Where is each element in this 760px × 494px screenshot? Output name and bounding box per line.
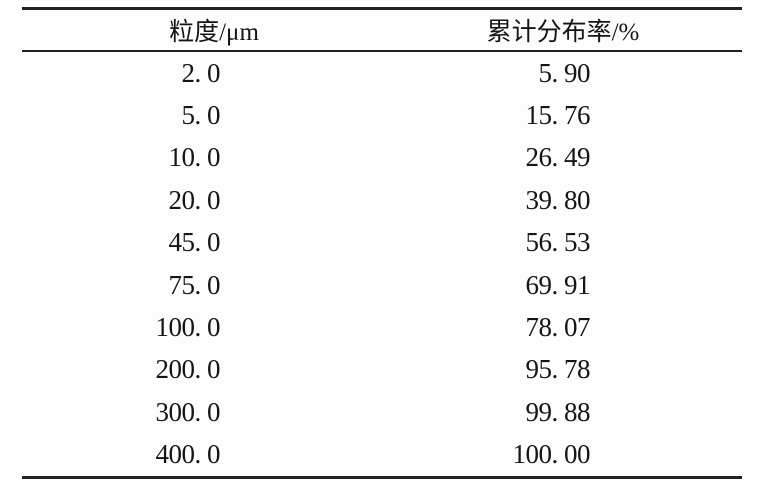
header-cell-particle-size: 粒度/μm — [22, 12, 322, 48]
particle-size-value: 400. 0 — [155, 439, 221, 470]
cell-particle-size: 400. 0 — [22, 439, 322, 470]
cumulative-distribution-value: 15. 76 — [525, 100, 591, 131]
cell-cumulative-distribution: 5. 90 — [322, 58, 742, 89]
cell-particle-size: 75. 0 — [22, 270, 322, 301]
cell-cumulative-distribution: 26. 49 — [322, 142, 742, 173]
particle-size-distribution-table: 粒度/μm 累计分布率/% 2. 0 5. 90 5. 0 15. 76 10.… — [22, 7, 742, 479]
table-row: 200. 0 95. 78 — [22, 349, 742, 391]
cell-particle-size: 2. 0 — [22, 58, 322, 89]
particle-size-value: 10. 0 — [168, 142, 221, 173]
table-rule-header-separator — [22, 50, 742, 52]
cell-cumulative-distribution: 69. 91 — [322, 270, 742, 301]
cumulative-distribution-value: 99. 88 — [525, 396, 591, 427]
particle-size-value: 75. 0 — [168, 269, 221, 300]
column-header-cumulative-distribution: 累计分布率/% — [486, 19, 640, 46]
cumulative-distribution-value: 78. 07 — [525, 312, 591, 343]
table-rule-bottom — [22, 475, 742, 479]
cell-cumulative-distribution: 56. 53 — [322, 227, 742, 258]
cell-particle-size: 5. 0 — [22, 100, 322, 131]
particle-size-value: 200. 0 — [155, 354, 221, 385]
cell-particle-size: 300. 0 — [22, 397, 322, 428]
cumulative-distribution-value: 26. 49 — [525, 142, 591, 173]
table-row: 300. 0 99. 88 — [22, 391, 742, 433]
cell-particle-size: 45. 0 — [22, 227, 322, 258]
cumulative-distribution-value: 95. 78 — [525, 354, 591, 385]
header-cell-cumulative-distribution: 累计分布率/% — [322, 12, 742, 48]
cell-cumulative-distribution: 99. 88 — [322, 397, 742, 428]
cumulative-distribution-value: 56. 53 — [525, 227, 591, 258]
table-rule-top — [22, 7, 742, 10]
cell-cumulative-distribution: 78. 07 — [322, 312, 742, 343]
cell-cumulative-distribution: 95. 78 — [322, 354, 742, 385]
table-body: 2. 0 5. 90 5. 0 15. 76 10. 0 26. 49 20. … — [22, 52, 742, 476]
cell-particle-size: 200. 0 — [22, 354, 322, 385]
table-row: 45. 0 56. 53 — [22, 222, 742, 264]
table-row: 10. 0 26. 49 — [22, 137, 742, 179]
particle-size-value: 45. 0 — [168, 227, 221, 258]
particle-size-value: 5. 0 — [181, 100, 221, 131]
table-row: 100. 0 78. 07 — [22, 306, 742, 348]
cell-cumulative-distribution: 39. 80 — [322, 185, 742, 216]
particle-size-value: 20. 0 — [168, 184, 221, 215]
column-header-particle-size: 粒度/μm — [169, 19, 259, 46]
table-row: 20. 0 39. 80 — [22, 179, 742, 221]
cumulative-distribution-value: 5. 90 — [538, 57, 591, 88]
particle-size-value: 2. 0 — [181, 57, 221, 88]
table-row: 75. 0 69. 91 — [22, 264, 742, 306]
cumulative-distribution-value: 100. 00 — [512, 439, 591, 470]
cell-particle-size: 10. 0 — [22, 142, 322, 173]
particle-size-value: 100. 0 — [155, 312, 221, 343]
cell-cumulative-distribution: 100. 00 — [322, 439, 742, 470]
cumulative-distribution-value: 39. 80 — [525, 184, 591, 215]
particle-size-value: 300. 0 — [155, 396, 221, 427]
table-header-row: 粒度/μm 累计分布率/% — [22, 10, 742, 50]
table-row: 5. 0 15. 76 — [22, 94, 742, 136]
table-row: 400. 0 100. 00 — [22, 434, 742, 476]
cell-particle-size: 100. 0 — [22, 312, 322, 343]
cumulative-distribution-value: 69. 91 — [525, 269, 591, 300]
table-row: 2. 0 5. 90 — [22, 52, 742, 94]
cell-particle-size: 20. 0 — [22, 185, 322, 216]
cell-cumulative-distribution: 15. 76 — [322, 100, 742, 131]
